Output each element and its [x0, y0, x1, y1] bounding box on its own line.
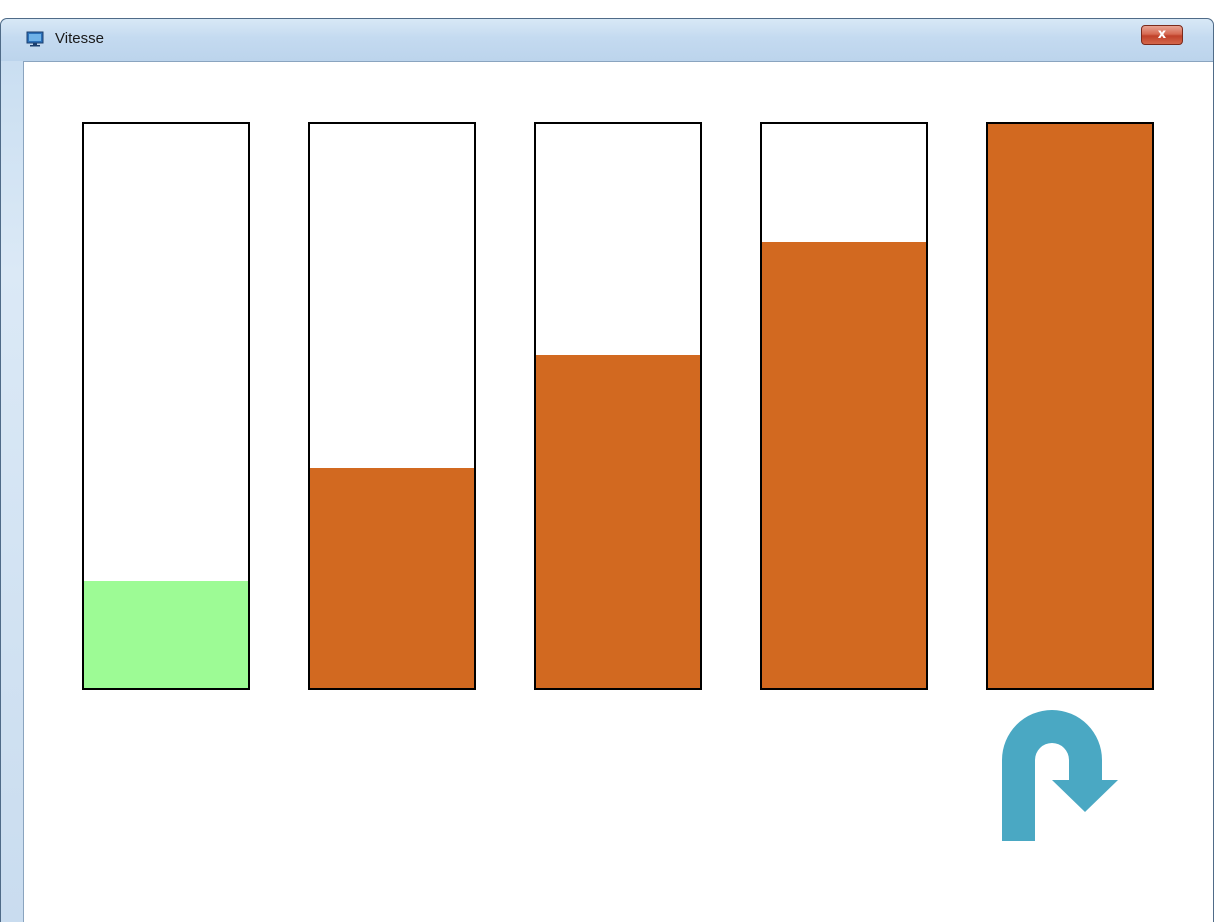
window-title: Vitesse — [55, 30, 104, 47]
speed-gauge-5[interactable] — [986, 122, 1154, 690]
title-bar[interactable]: Vitesse x — [1, 19, 1213, 61]
speed-gauge-fill — [988, 124, 1152, 688]
speed-gauge-fill — [310, 468, 474, 688]
speed-gauge-1[interactable] — [82, 122, 250, 690]
close-button[interactable]: x — [1141, 25, 1183, 45]
app-window: Vitesse x — [0, 18, 1214, 922]
speed-gauge-3[interactable] — [534, 122, 702, 690]
speed-gauge-fill — [536, 355, 700, 688]
speed-gauge-fill — [84, 580, 248, 688]
speed-gauge-4[interactable] — [760, 122, 928, 690]
client-area — [23, 61, 1213, 922]
speed-gauge-fill — [762, 242, 926, 688]
speed-gauge-2[interactable] — [308, 122, 476, 690]
monitor-icon — [26, 31, 44, 47]
u-turn-arrow-icon[interactable] — [1000, 708, 1142, 843]
